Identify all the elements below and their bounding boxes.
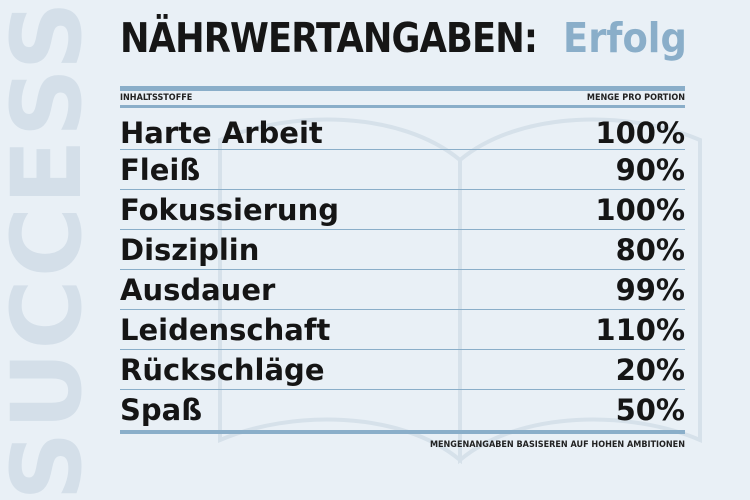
ingredient-amount: 20% (615, 352, 685, 387)
title-main: NÄHRWERTANGABEN: (120, 14, 538, 62)
header-ingredients: INHALTSSTOFFE (120, 93, 193, 103)
ingredient-name: Fokussierung (120, 192, 339, 227)
ingredient-name: Leidenschaft (120, 312, 331, 347)
header-amount: MENGE PRO PORTION (586, 93, 685, 103)
table-row: Ausdauer 99% (120, 270, 685, 310)
background-word: SUCCESS (0, 0, 112, 500)
ingredient-name: Spaß (120, 393, 203, 427)
table-row: Fleiß 90% (120, 150, 685, 190)
table-row: Disziplin 80% (120, 230, 685, 270)
ingredient-amount: 100% (595, 192, 685, 227)
ingredient-name: Harte Arbeit (120, 115, 323, 150)
table-row: Fokussierung 100% (120, 190, 685, 230)
table-row: Rückschläge 20% (120, 350, 685, 390)
bottom-divider (120, 430, 685, 434)
footnote: MENGENANGABEN BASISEREN AUF HOHEN AMBITI… (429, 440, 685, 450)
ingredient-name: Fleiß (120, 152, 201, 187)
open-book-watermark-icon (218, 117, 702, 465)
ingredient-amount: 110% (595, 312, 685, 347)
table-header: INHALTSSTOFFE MENGE PRO PORTION (120, 91, 685, 105)
nutrition-card: NÄHRWERTANGABEN: Erfolg INHALTSSTOFFE ME… (120, 14, 687, 450)
table-row: Leidenschaft 110% (120, 310, 685, 350)
ingredient-list: Harte Arbeit 100% Fleiß 90% Fokussierung… (120, 116, 685, 430)
ingredient-name: Ausdauer (120, 272, 276, 307)
ingredient-name: Disziplin (120, 232, 260, 267)
ingredient-amount: 100% (595, 115, 685, 150)
table-row: Harte Arbeit 100% (120, 116, 685, 150)
header-divider (120, 105, 685, 108)
ingredient-amount: 50% (615, 393, 685, 427)
ingredient-name: Rückschläge (120, 352, 325, 387)
top-divider (120, 86, 685, 91)
page-title: NÄHRWERTANGABEN: Erfolg (120, 14, 687, 84)
background-word-text: SUCCESS (0, 0, 104, 500)
ingredient-amount: 90% (615, 152, 685, 187)
title-accent: Erfolg (563, 14, 687, 62)
ingredient-amount: 80% (615, 232, 685, 267)
table-row: Spaß 50% (120, 390, 685, 430)
ingredient-amount: 99% (615, 272, 685, 307)
